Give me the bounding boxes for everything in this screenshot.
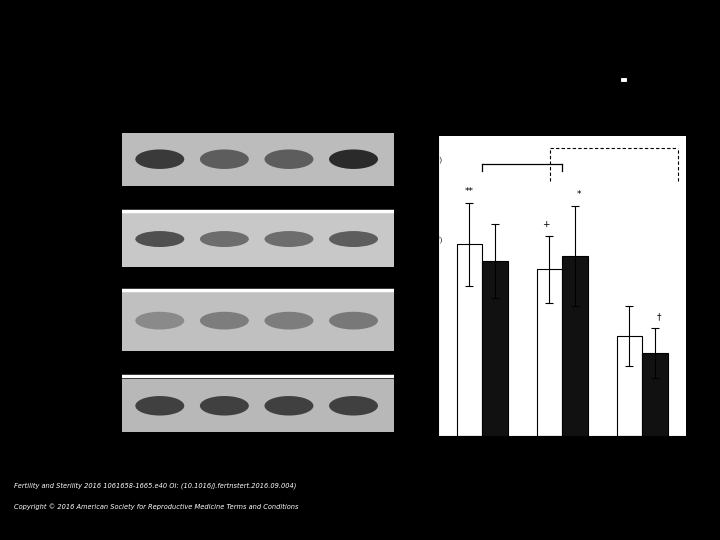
- Bar: [642, 353, 668, 436]
- Text: Lane 3: Lane 3: [279, 106, 300, 111]
- Text: **: **: [465, 187, 474, 196]
- Ellipse shape: [329, 150, 378, 169]
- FancyBboxPatch shape: [122, 291, 395, 351]
- Text: p-AKT (Ser´·³): p-AKT (Ser´·³): [397, 235, 443, 243]
- Y-axis label: Ratio p-AKT/AKT: Ratio p-AKT/AKT: [403, 251, 412, 321]
- Text: +: +: [541, 220, 549, 230]
- Ellipse shape: [200, 150, 249, 169]
- Bar: [562, 256, 588, 436]
- Ellipse shape: [264, 150, 313, 169]
- Text: Lane 1: Lane 1: [149, 106, 171, 111]
- Text: p-AKT (Thr³¹³): p-AKT (Thr³¹³): [397, 156, 442, 163]
- Text: B: B: [418, 69, 429, 84]
- Ellipse shape: [200, 231, 249, 247]
- Ellipse shape: [264, 231, 313, 247]
- Text: Lane 4: Lane 4: [343, 106, 364, 111]
- Ellipse shape: [135, 312, 184, 329]
- Text: Figure 3: Figure 3: [332, 28, 388, 42]
- Text: Fertility and Sterility 2016 1061658-1665.e40 OI: (10.1016/j.fertnstert.2016.09.: Fertility and Sterility 2016 1061658-166…: [14, 482, 297, 489]
- Ellipse shape: [200, 312, 249, 329]
- FancyBboxPatch shape: [122, 211, 395, 267]
- Ellipse shape: [329, 312, 378, 329]
- Bar: [482, 261, 508, 436]
- Ellipse shape: [200, 396, 249, 416]
- Ellipse shape: [329, 231, 378, 247]
- Bar: [456, 245, 482, 436]
- Text: *: *: [577, 191, 581, 199]
- Ellipse shape: [264, 312, 313, 329]
- Ellipse shape: [135, 231, 184, 247]
- Bar: [536, 269, 562, 436]
- Legend: □Mean Swim, ▪Mean Theroni: □Mean Swim, ▪Mean Theroni: [617, 74, 688, 95]
- Text: †: †: [657, 312, 661, 321]
- Text: AKT: AKT: [397, 318, 410, 323]
- Text: Lane 2: Lane 2: [214, 106, 235, 111]
- Bar: [616, 336, 642, 436]
- Ellipse shape: [264, 396, 313, 416]
- Ellipse shape: [329, 396, 378, 416]
- Ellipse shape: [135, 150, 184, 169]
- Ellipse shape: [135, 396, 184, 416]
- FancyBboxPatch shape: [122, 379, 395, 433]
- Text: Copyright © 2016 American Society for Reproductive Medicine Terms and Conditions: Copyright © 2016 American Society for Re…: [14, 504, 299, 510]
- Text: A: A: [110, 69, 122, 84]
- FancyBboxPatch shape: [122, 133, 395, 186]
- Text: β -actin: β -actin: [397, 403, 423, 409]
